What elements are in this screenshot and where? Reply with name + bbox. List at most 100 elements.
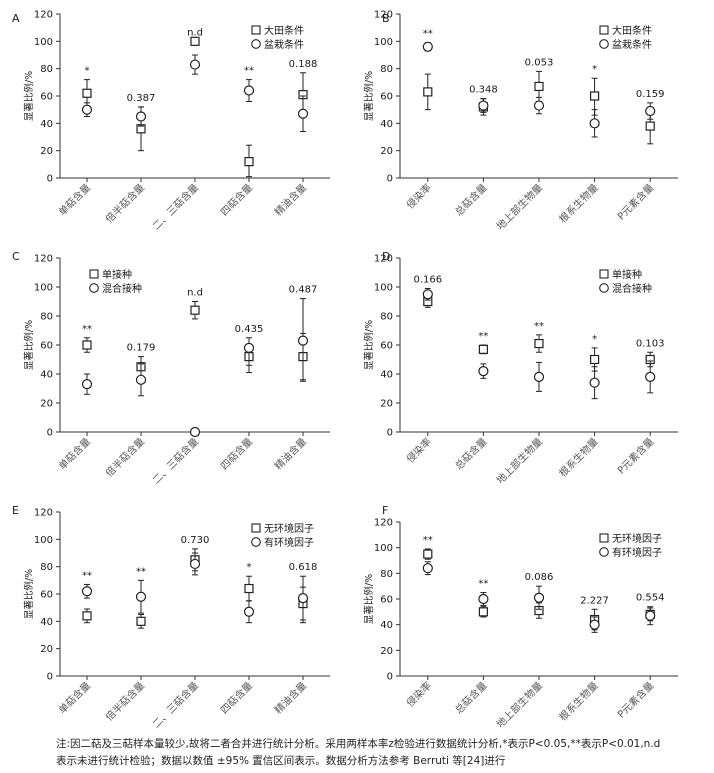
- y-tick-label: 80: [40, 64, 53, 75]
- legend-marker-square: [89, 269, 99, 279]
- legend-marker-circle: [251, 537, 261, 547]
- data-point-circle: [533, 100, 545, 111]
- data-point-circle: [478, 593, 489, 605]
- x-tick-label: 倍半萜含量: [103, 679, 148, 724]
- data-point-square: [190, 305, 200, 315]
- y-axis-title: 显著比例/%: [23, 71, 35, 121]
- data-point-circle: [189, 426, 201, 438]
- figure-footnote: 注:因二萜及三萜样本量较少,故将二者合并进行统计分析。采用两样本率z检验进行数据…: [56, 736, 706, 770]
- data-point-circle: [297, 592, 309, 604]
- chart-panel-b: B 0 20 40 60 80 100 120 显著比例/% 侵染率 总萜含量 地上部生物量 根系生物量…: [363, 10, 678, 233]
- x-tick-label: 总萜含量: [452, 181, 489, 218]
- data-point-circle: [533, 592, 545, 603]
- x-tick-label: P元素含量: [615, 181, 657, 223]
- y-tick-label: 60: [40, 590, 53, 601]
- x-tick-label: 四萜含量: [218, 435, 255, 472]
- data-point-square: [534, 338, 544, 349]
- y-tick-label: 0: [47, 428, 53, 439]
- x-tick-label: 总萜含量: [452, 679, 489, 716]
- data-point-circle: [297, 335, 309, 346]
- y-tick-label: 80: [40, 562, 53, 573]
- significance-label: **: [136, 566, 146, 577]
- significance-label: **: [82, 324, 92, 335]
- y-tick-label: 100: [34, 37, 53, 48]
- x-tick-label: 侵染率: [404, 435, 434, 465]
- significance-label: **: [423, 29, 433, 40]
- legend-label: 混合接种: [102, 282, 142, 295]
- x-tick-label: 倍半萜含量: [103, 181, 148, 226]
- legend-marker-circle: [251, 39, 261, 49]
- significance-label: 0.387: [127, 93, 156, 104]
- significance-label: 0.159: [636, 89, 665, 100]
- panel-label: F: [382, 504, 388, 517]
- significance-label: 2.227: [580, 595, 609, 606]
- x-tick-label: 二、三萜含量: [150, 435, 202, 487]
- data-point-circle: [589, 377, 600, 388]
- significance-label: **: [478, 331, 488, 342]
- data-point-circle: [135, 591, 147, 602]
- x-tick-label: 总萜含量: [452, 435, 489, 472]
- chart-panel-e: E 0 20 40 60 80 100 120 显著比例/% 单萜含量 倍半萜含量 二、三萜含量 四萜含…: [12, 504, 330, 731]
- y-tick-label: 80: [380, 312, 393, 323]
- y-tick-label: 40: [40, 370, 53, 381]
- significance-label: *: [592, 334, 597, 345]
- y-tick-label: 0: [47, 672, 53, 683]
- x-tick-label: 二、三萜含量: [150, 679, 202, 731]
- panel-label: D: [382, 250, 390, 263]
- y-tick-label: 80: [40, 312, 53, 323]
- y-axis-title: 显著比例/%: [23, 569, 35, 619]
- y-tick-label: 100: [374, 37, 393, 48]
- data-point-square: [423, 87, 433, 97]
- y-tick-label: 20: [40, 399, 53, 410]
- data-point-circle: [297, 108, 309, 119]
- significance-label: 0.618: [289, 562, 318, 573]
- x-tick-label: 单萜含量: [56, 679, 93, 716]
- data-point-circle: [645, 105, 656, 117]
- panel-label: A: [12, 12, 20, 25]
- y-tick-label: 60: [380, 341, 393, 352]
- legend-label: 有环境因子: [612, 546, 662, 559]
- y-tick-label: 20: [380, 146, 393, 157]
- legend-marker-square: [599, 269, 609, 279]
- y-tick-label: 100: [374, 543, 393, 554]
- data-point-circle: [189, 558, 201, 570]
- data-point-circle: [478, 100, 489, 111]
- data-point-circle: [589, 619, 600, 630]
- data-point-square: [82, 611, 92, 621]
- y-tick-label: 40: [380, 119, 393, 130]
- y-tick-label: 60: [380, 92, 393, 103]
- significance-label: **: [478, 579, 488, 590]
- significance-label: 0.086: [525, 572, 554, 583]
- chart-panel-f: F 0 20 40 60 80 100 120 显著比例/% 侵染率 总萜含量 地上部生物量 根系生物量…: [363, 504, 678, 731]
- significance-label: 0.435: [235, 324, 264, 335]
- panel-label: E: [12, 504, 19, 517]
- data-point-circle: [135, 374, 147, 385]
- y-tick-label: 0: [47, 174, 53, 185]
- chart-panel-d: D 0 20 40 60 80 100 120 显著比例/% 侵染率 总萜含量 地上部生物量 根系生物量…: [363, 250, 678, 487]
- legend-label: 大田条件: [264, 24, 304, 37]
- legend-label: 大田条件: [612, 24, 652, 37]
- data-point-circle: [243, 85, 255, 96]
- significance-label: n.d: [187, 288, 203, 299]
- y-tick-label: 60: [380, 595, 393, 606]
- x-tick-label: 侵染率: [404, 181, 434, 211]
- legend-label: 无环境因子: [264, 522, 314, 535]
- panel-label: B: [382, 12, 390, 25]
- data-point-circle: [81, 379, 93, 390]
- y-tick-label: 40: [380, 620, 393, 631]
- legend-label: 单接种: [102, 268, 132, 281]
- data-point-circle: [478, 366, 489, 377]
- legend-marker-square: [251, 523, 261, 533]
- x-tick-label: 根系生物量: [556, 181, 601, 226]
- x-tick-label: 地上部生物量: [494, 679, 546, 731]
- data-point-circle: [243, 342, 255, 353]
- footnote-line-1: 注:因二萜及三萜样本量较少,故将二者合并进行统计分析。采用两样本率z检验进行数据…: [56, 738, 661, 750]
- significance-label: 0.053: [525, 57, 554, 68]
- data-point-circle: [135, 111, 147, 122]
- data-point-square: [244, 583, 254, 594]
- data-point-circle: [189, 59, 201, 70]
- y-tick-label: 20: [40, 644, 53, 655]
- legend-marker-circle: [599, 39, 609, 49]
- data-point-circle: [533, 371, 545, 382]
